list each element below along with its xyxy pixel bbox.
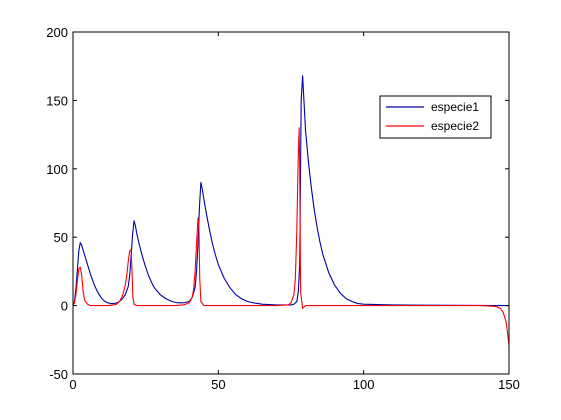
plot-area — [73, 32, 509, 374]
series-line-especie2 — [72, 127, 510, 346]
axes-box — [72, 31, 510, 375]
x-tick-label: 0 — [69, 377, 76, 392]
y-tick-label: 50 — [54, 230, 68, 245]
legend-label-especie1: especie1 — [431, 100, 479, 114]
x-tick-label: 100 — [353, 377, 375, 392]
y-tick-label: 100 — [46, 162, 68, 177]
y-tick-label: 0 — [61, 299, 68, 314]
legend: especie1 especie2 — [379, 95, 492, 139]
y-tick-label: 150 — [46, 93, 68, 108]
y-tick-label: -50 — [49, 367, 68, 382]
legend-label-especie2: especie2 — [431, 119, 479, 133]
legend-box — [379, 95, 492, 139]
x-tick-label: 150 — [498, 377, 520, 392]
y-axis-ticks: -50 0 50 100 150 200 — [46, 25, 509, 382]
y-tick-label: 200 — [46, 25, 68, 40]
series-lines — [72, 75, 510, 346]
x-tick-label: 50 — [211, 377, 225, 392]
x-axis-ticks: 0 50 100 150 — [69, 32, 520, 392]
